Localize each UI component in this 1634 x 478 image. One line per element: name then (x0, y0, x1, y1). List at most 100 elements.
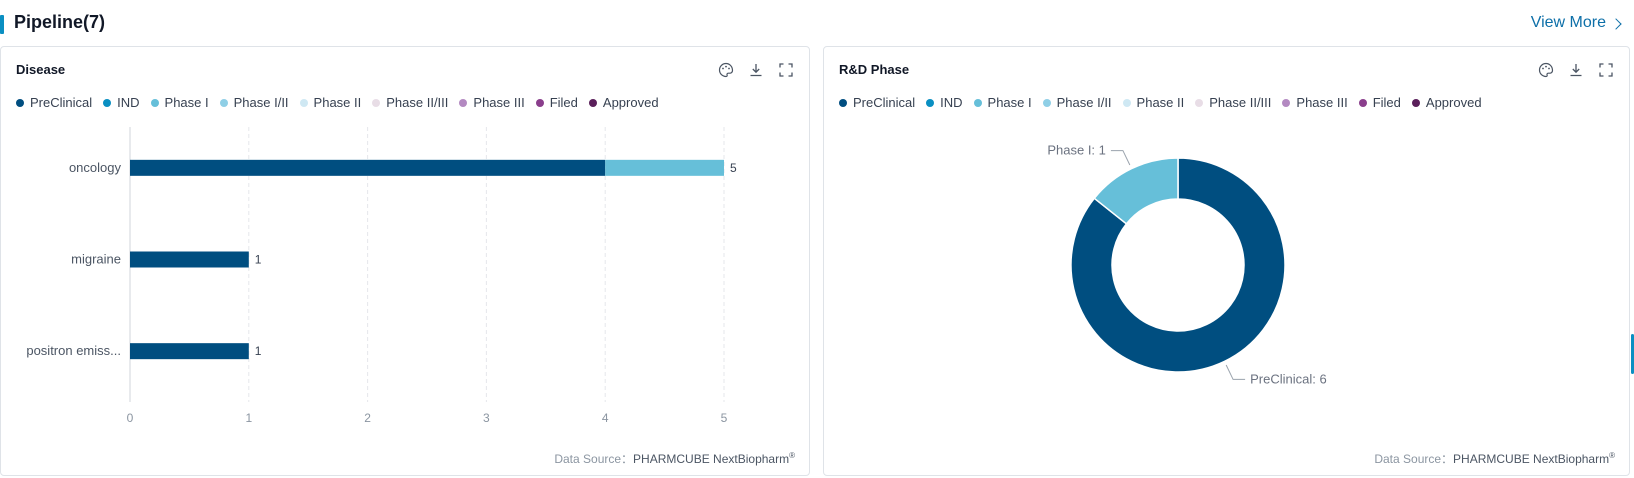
slice-label: Phase I: 1 (1047, 143, 1106, 158)
legend-label: Phase I (987, 95, 1032, 110)
legend-label: Phase I/II (233, 95, 289, 110)
download-icon[interactable] (1567, 61, 1585, 79)
category-label: oncology (69, 160, 122, 175)
x-tick-label: 0 (127, 411, 134, 425)
palette-icon[interactable] (1537, 61, 1555, 79)
legend-label: Phase III (473, 95, 525, 110)
donut-slice (1070, 157, 1286, 373)
legend-label: Phase II/III (386, 95, 449, 110)
legend-label: Approved (602, 95, 659, 110)
legend-dot (535, 98, 544, 107)
source-mark: ® (1609, 451, 1615, 460)
fullscreen-icon[interactable] (1597, 61, 1615, 79)
bar-segment (130, 343, 249, 360)
card-toolbar (1537, 61, 1615, 79)
legend-item-phase-2-3[interactable]: Phase II/III (372, 95, 448, 110)
source-prefix: Data Source： (554, 452, 634, 466)
bar-segment (130, 251, 249, 268)
view-more-label: View More (1530, 14, 1606, 31)
view-more-link[interactable]: View More (1530, 14, 1622, 32)
source-brand: PHARMCUBE NextBiopharm (1453, 452, 1610, 466)
legend-item-preclinical[interactable]: PreClinical (839, 95, 915, 110)
legend-item-phase-2-3[interactable]: Phase II/III (1195, 95, 1271, 110)
legend-label: Approved (1425, 95, 1482, 110)
legend-item-preclinical[interactable]: PreClinical (16, 95, 92, 110)
category-label: positron emiss... (26, 343, 121, 358)
legend-label: Phase I/II (1056, 95, 1112, 110)
x-tick-label: 4 (602, 411, 609, 425)
legend-label: Filed (1372, 95, 1401, 110)
legend-label: Phase II (1136, 95, 1185, 110)
legend-dot (299, 98, 308, 107)
legend-dot (150, 98, 159, 107)
legend-label: PreClinical (30, 95, 93, 110)
phase-chart-card: R&D Phase PreClinical IND Phase I Phase … (823, 46, 1630, 476)
phase-legend: PreClinical IND Phase I Phase I/II Phase… (16, 95, 670, 110)
legend-item-ind[interactable]: IND (926, 95, 963, 110)
legend-dot (1411, 98, 1420, 107)
legend-item-ind[interactable]: IND (103, 95, 140, 110)
legend-label: Filed (549, 95, 578, 110)
slice-label: PreClinical: 6 (1250, 371, 1327, 386)
disease-bar-chart: 0 1 2 3 4 5 oncology 5 migraine 1 positron emiss..… (26, 127, 737, 425)
legend-item-phase-3[interactable]: Phase III (459, 95, 525, 110)
legend-dot (1122, 98, 1131, 107)
chevron-right-icon (1610, 17, 1622, 30)
legend-label: Phase II/III (1209, 95, 1272, 110)
data-source: Data Source：PHARMCUBE NextBiopharm® (1374, 450, 1615, 467)
legend-dot (926, 98, 935, 107)
legend-label: IND (940, 95, 963, 110)
legend-item-phase-1-2[interactable]: Phase I/II (1042, 95, 1112, 110)
bar-segment (605, 159, 724, 176)
legend-item-filed[interactable]: Filed (1358, 95, 1401, 110)
slice-label-line (1225, 364, 1246, 380)
legend-label: Phase I (164, 95, 209, 110)
x-tick-label: 5 (721, 411, 728, 425)
legend-dot (372, 98, 381, 107)
legend-item-phase-3[interactable]: Phase III (1282, 95, 1348, 110)
phase-legend: PreClinical IND Phase I Phase I/II Phase… (839, 95, 1493, 110)
phase-donut-chart: PreClinical: 6 Phase I: 1 (1047, 143, 1327, 387)
legend-item-approved[interactable]: Approved (588, 95, 659, 110)
legend-dot (1195, 98, 1204, 107)
legend-dot (588, 98, 597, 107)
bar-value-label: 1 (255, 344, 262, 358)
legend-dot (1042, 98, 1051, 107)
x-tick-label: 2 (364, 411, 371, 425)
card-title: R&D Phase (839, 62, 910, 77)
category-label: migraine (71, 252, 121, 267)
legend-label: IND (117, 95, 140, 110)
disease-chart-card: Disease PreClinical IND Phase I Phase I/… (0, 46, 810, 476)
legend-label: Phase III (1296, 95, 1348, 110)
legend-item-phase-2[interactable]: Phase II (299, 95, 361, 110)
bar-value-label: 5 (730, 161, 737, 175)
download-icon[interactable] (747, 61, 765, 79)
card-toolbar (717, 61, 795, 79)
legend-dot (459, 98, 468, 107)
legend-item-filed[interactable]: Filed (535, 95, 578, 110)
legend-dot (1282, 98, 1291, 107)
source-mark: ® (789, 451, 795, 460)
pipeline-header: Pipeline(7) View More (0, 0, 1634, 46)
legend-item-phase-1[interactable]: Phase I (973, 95, 1032, 110)
legend-item-phase-1-2[interactable]: Phase I/II (219, 95, 289, 110)
bar-value-label: 1 (255, 253, 262, 267)
legend-dot (839, 98, 847, 107)
section-accent-bar (0, 15, 4, 34)
legend-label: PreClinical (853, 95, 916, 110)
source-prefix: Data Source： (1374, 452, 1454, 466)
source-brand: PHARMCUBE NextBiopharm (633, 452, 790, 466)
slice-label-line (1110, 150, 1131, 166)
x-tick-label: 3 (483, 411, 490, 425)
legend-item-phase-1[interactable]: Phase I (150, 95, 209, 110)
legend-dot (219, 98, 228, 107)
fullscreen-icon[interactable] (777, 61, 795, 79)
legend-dot (16, 98, 24, 107)
palette-icon[interactable] (717, 61, 735, 79)
legend-item-approved[interactable]: Approved (1411, 95, 1482, 110)
section-title: Pipeline(7) (14, 12, 106, 32)
legend-dot (973, 98, 982, 107)
legend-item-phase-2[interactable]: Phase II (1122, 95, 1185, 110)
scrollbar-thumb[interactable] (1631, 334, 1634, 374)
x-tick-label: 1 (245, 411, 252, 425)
